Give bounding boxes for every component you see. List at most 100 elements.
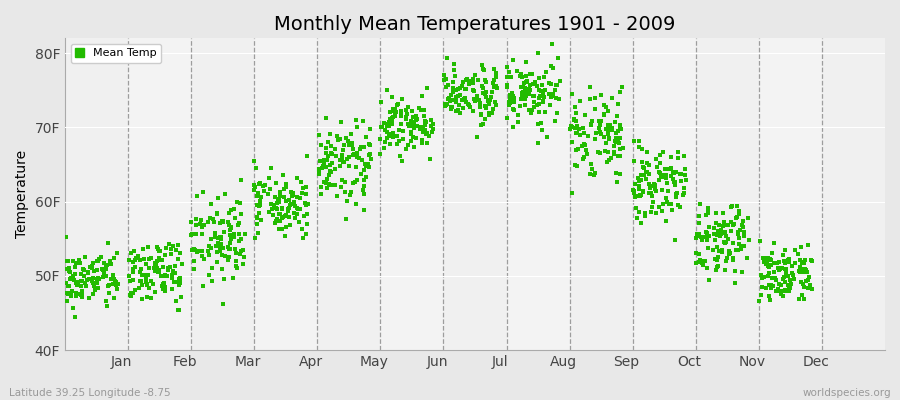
Point xyxy=(626,186,641,193)
Point xyxy=(270,216,284,222)
Point xyxy=(446,67,461,74)
Point xyxy=(162,241,176,247)
Point xyxy=(756,258,770,265)
Point xyxy=(262,208,276,215)
Point xyxy=(786,270,800,276)
Point xyxy=(599,158,614,165)
Point xyxy=(526,93,541,100)
Point xyxy=(443,98,457,104)
Point xyxy=(717,222,732,228)
Point xyxy=(771,266,786,273)
Point xyxy=(229,258,243,264)
Point xyxy=(123,292,138,298)
Point xyxy=(269,205,284,211)
Point xyxy=(297,213,311,220)
Point xyxy=(665,207,680,213)
Point xyxy=(385,94,400,100)
Point xyxy=(699,229,714,236)
Point xyxy=(406,118,420,125)
Point xyxy=(311,132,326,138)
Point xyxy=(548,81,562,88)
Point xyxy=(273,192,287,199)
Point xyxy=(267,194,282,200)
Point xyxy=(448,108,463,114)
Point xyxy=(320,185,334,191)
Point xyxy=(689,230,704,237)
Point xyxy=(670,149,685,155)
Point xyxy=(636,165,651,172)
Point xyxy=(395,96,410,102)
Bar xyxy=(759,38,822,350)
Point xyxy=(613,170,627,177)
Point xyxy=(208,243,222,250)
Point xyxy=(294,190,309,196)
Point xyxy=(543,102,557,109)
Point xyxy=(234,211,248,218)
Point xyxy=(782,277,796,284)
Point xyxy=(607,150,621,157)
Point xyxy=(418,122,432,128)
Point xyxy=(414,93,428,100)
Point xyxy=(463,104,477,110)
Point xyxy=(613,126,627,133)
Point xyxy=(761,293,776,300)
Point xyxy=(61,258,76,264)
Point xyxy=(126,276,140,283)
Point xyxy=(292,206,307,212)
Point xyxy=(313,142,328,148)
Point xyxy=(582,95,597,102)
Point xyxy=(711,263,725,269)
Point xyxy=(283,202,297,208)
Point xyxy=(68,260,83,266)
Point xyxy=(128,264,142,270)
Point xyxy=(570,123,584,129)
Point xyxy=(99,264,113,270)
Point xyxy=(518,96,532,103)
Point xyxy=(771,280,786,287)
Point xyxy=(268,220,283,226)
Point xyxy=(485,110,500,116)
Point xyxy=(793,264,807,270)
Point xyxy=(158,280,172,286)
Point xyxy=(334,184,348,190)
Point xyxy=(321,180,336,187)
Point xyxy=(256,183,270,189)
Point xyxy=(362,164,376,170)
Point xyxy=(692,231,706,237)
Point xyxy=(276,214,291,220)
Point xyxy=(68,314,82,320)
Point xyxy=(646,183,661,189)
Point xyxy=(567,116,581,123)
Point xyxy=(763,256,778,263)
Point xyxy=(778,260,792,266)
Point xyxy=(768,275,782,281)
Point xyxy=(110,281,124,288)
Point xyxy=(465,80,480,86)
Point xyxy=(507,95,521,101)
Point xyxy=(63,268,77,275)
Point xyxy=(588,106,602,112)
Point xyxy=(716,223,730,230)
Point xyxy=(226,275,240,281)
Point xyxy=(279,198,293,204)
Point xyxy=(468,98,482,104)
Point xyxy=(513,72,527,79)
Point xyxy=(144,255,158,262)
Point xyxy=(345,142,359,148)
Point xyxy=(204,265,219,272)
Point xyxy=(135,296,149,302)
Point xyxy=(218,252,232,259)
Point xyxy=(629,214,643,221)
Point xyxy=(696,258,710,264)
Point xyxy=(103,282,117,288)
Point xyxy=(709,256,724,263)
Point xyxy=(725,255,740,261)
Point xyxy=(736,229,751,236)
Point xyxy=(542,91,556,97)
Point xyxy=(154,273,168,280)
Point xyxy=(593,122,608,128)
Point xyxy=(672,204,687,210)
Point xyxy=(636,187,651,194)
Point xyxy=(324,150,338,156)
Point xyxy=(776,252,790,258)
